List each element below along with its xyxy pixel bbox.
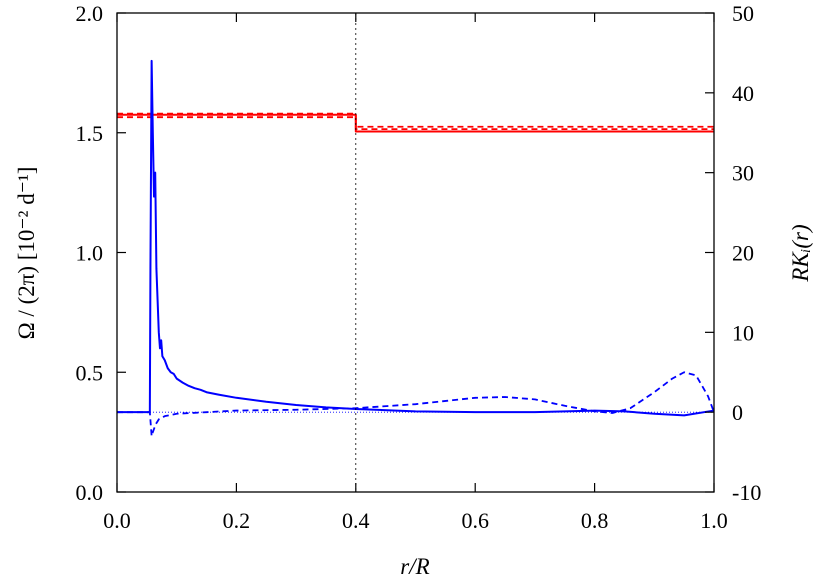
frame-layer — [116, 12, 715, 493]
x-axis-label: r/R — [400, 554, 429, 579]
x-tick-label-0: 0.0 — [103, 508, 131, 533]
plot-frame — [116, 12, 715, 493]
y-right-axis-label: RKᵢ(r) — [788, 224, 813, 282]
y-right-tick-label-1: 0 — [732, 400, 743, 425]
y-right-tick-label-2: 10 — [732, 320, 754, 345]
y-right-tick-label-5: 40 — [732, 81, 754, 106]
series-line-2 — [117, 112, 714, 131]
x-tick-label-1: 0.2 — [223, 508, 251, 533]
y-right-tick-label-3: 20 — [732, 241, 754, 266]
y-left-tick-label-3: 1.5 — [76, 121, 104, 146]
x-tick-label-4: 0.8 — [581, 508, 609, 533]
y-right-tick-label-6: 50 — [732, 1, 754, 26]
y-left-tick-label-2: 1.0 — [76, 241, 104, 266]
series-line-4 — [117, 371, 715, 438]
y-left-axis-label: Ω / (2π) [10⁻² d⁻¹] — [14, 167, 39, 340]
y-left-tick-label-4: 2.0 — [76, 1, 104, 26]
y-right-tick-label-0: -10 — [732, 480, 761, 505]
x-tick-label-5: 1.0 — [700, 508, 728, 533]
y-left-tick-label-0: 0.0 — [76, 480, 104, 505]
x-tick-label-3: 0.6 — [461, 508, 489, 533]
y-right-tick-label-4: 30 — [732, 161, 754, 186]
series-line-3 — [117, 59, 715, 417]
y-left-tick-label-1: 0.5 — [76, 360, 104, 385]
series-line-1 — [117, 116, 714, 128]
x-tick-label-2: 0.4 — [342, 508, 370, 533]
tick-layer: 0.0 0.2 0.4 0.6 0.8 1.0 0.0 0.5 1.0 1.5 2.0 -10 0 10 2… — [76, 1, 762, 533]
series-layer — [117, 59, 715, 438]
